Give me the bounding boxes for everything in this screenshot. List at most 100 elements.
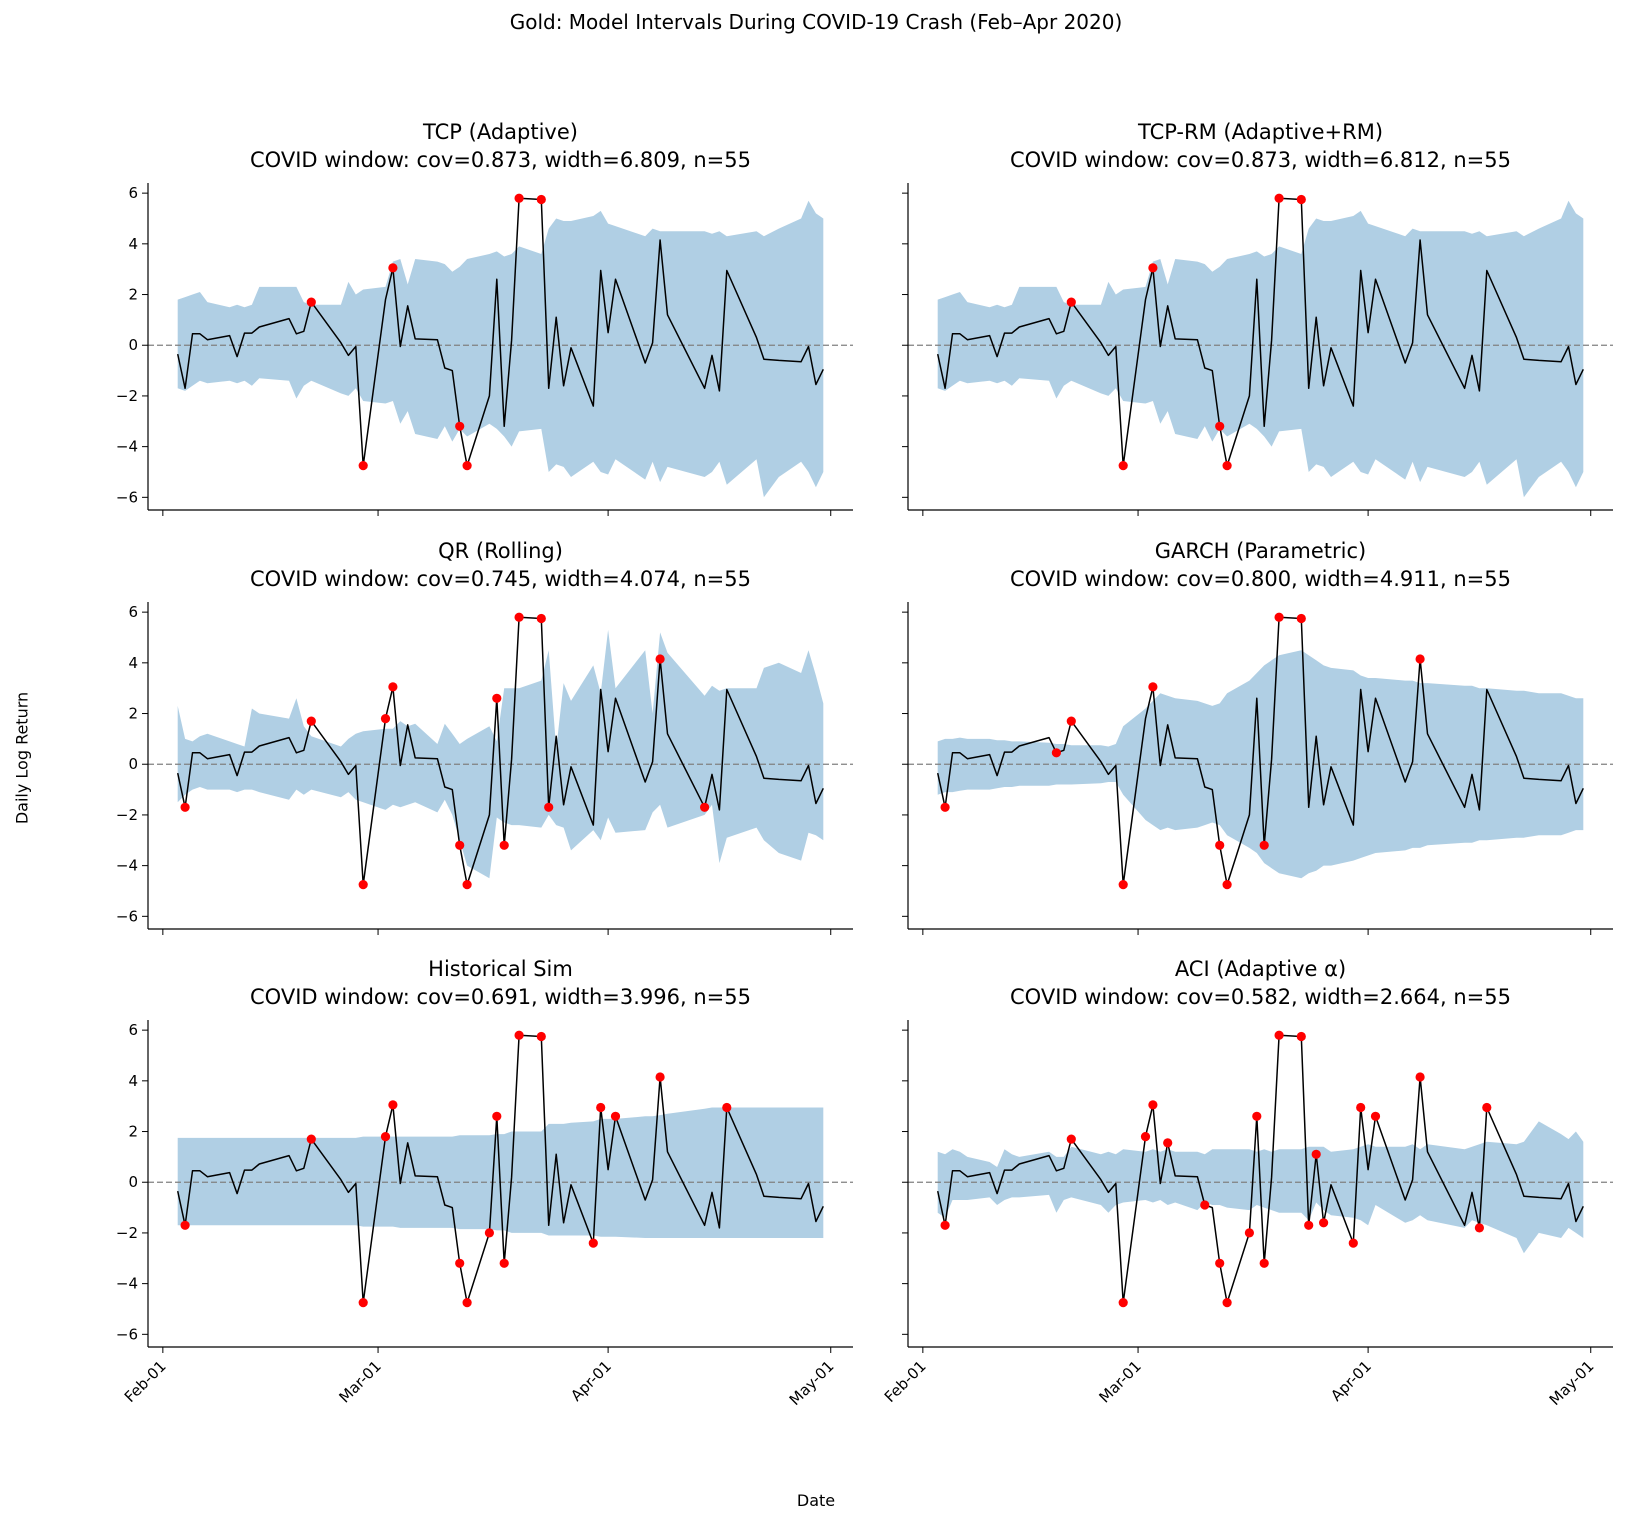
miss-point [180, 1220, 190, 1230]
x-tick-label: May-01 [1546, 1357, 1598, 1409]
x-tick-label: Mar-01 [1095, 1357, 1144, 1406]
miss-point [1066, 716, 1076, 726]
miss-point [455, 421, 465, 431]
miss-point [455, 1258, 465, 1268]
x-tick-label: Apr-01 [567, 1357, 615, 1405]
miss-point [388, 682, 398, 692]
miss-point [388, 1100, 398, 1110]
y-tick-label: −4 [116, 1275, 138, 1293]
miss-point [940, 802, 950, 812]
miss-point [514, 193, 524, 203]
x-tick-label: Mar-01 [335, 1357, 384, 1406]
miss-point [1319, 1218, 1329, 1228]
miss-point [1415, 654, 1425, 664]
y-tick-label: 4 [128, 1072, 138, 1090]
miss-point [180, 802, 190, 812]
panel-6: Feb-01 Mar-01 Apr-01 May-01 ACI (Adaptive α)… [881, 957, 1613, 1409]
miss-point [380, 1132, 391, 1142]
miss-point [1215, 1258, 1225, 1268]
miss-point [655, 654, 665, 664]
panel-subtitle: COVID window: cov=0.873, width=6.809, n=… [250, 148, 751, 172]
panel-subtitle: COVID window: cov=0.582, width=2.664, n=… [1010, 985, 1511, 1009]
panel-title: QR (Rolling) [438, 539, 563, 563]
miss-point [462, 461, 472, 471]
miss-point [940, 1220, 950, 1230]
miss-point [1252, 1111, 1262, 1121]
x-axis-label: Date [796, 1491, 836, 1510]
panel-1: −6 −4 −2 0 2 4 6 TCP (Adaptive) COVID window: co… [116, 120, 853, 516]
y-tick-label: −2 [116, 1224, 138, 1242]
miss-point [358, 880, 368, 890]
miss-point [1222, 461, 1232, 471]
miss-point [1222, 1298, 1232, 1308]
miss-point [1215, 421, 1225, 431]
miss-point [380, 714, 391, 724]
miss-point [1118, 461, 1128, 471]
return-line [176, 197, 824, 467]
x-tick-label: Feb-01 [881, 1357, 930, 1406]
y-tick-label: 0 [128, 336, 138, 354]
miss-point [462, 1298, 472, 1308]
miss-point [388, 263, 398, 273]
miss-point [1474, 1223, 1484, 1233]
miss-point [1274, 193, 1284, 203]
miss-point [1148, 263, 1158, 273]
miss-point [1148, 1100, 1158, 1110]
y-tick-label: −6 [116, 488, 138, 506]
miss-point [358, 461, 368, 471]
miss-point [1356, 1102, 1366, 1113]
miss-point [1163, 1138, 1173, 1148]
panel-4: GARCH (Parametric) COVID window: cov=0.80… [902, 539, 1613, 935]
panel-title: GARCH (Parametric) [1155, 539, 1366, 563]
y-tick-label: 6 [128, 1021, 138, 1039]
miss-point [306, 297, 316, 307]
miss-point [306, 1134, 316, 1144]
miss-point [1415, 1072, 1425, 1082]
miss-point [492, 1111, 502, 1121]
y-tick-label: 6 [128, 603, 138, 621]
miss-point [610, 1111, 621, 1121]
miss-point [514, 612, 524, 622]
miss-point [499, 1258, 509, 1268]
panel-subtitle: COVID window: cov=0.691, width=3.996, n=… [250, 985, 751, 1009]
miss-point [1259, 840, 1269, 850]
miss-point [514, 1030, 524, 1040]
y-tick-label: 0 [128, 1173, 138, 1191]
miss-point [1311, 1149, 1321, 1159]
figure-title: Gold: Model Intervals During COVID-19 Cr… [509, 10, 1123, 34]
miss-point [588, 1238, 598, 1248]
miss-point [1215, 840, 1225, 850]
miss-point [1274, 612, 1284, 622]
miss-point [1066, 297, 1076, 307]
miss-point [462, 880, 472, 890]
miss-point [492, 693, 502, 703]
y-tick-label: −2 [116, 387, 138, 405]
miss-point [700, 802, 710, 812]
y-tick-label: −4 [116, 857, 138, 875]
miss-point [1200, 1200, 1210, 1210]
miss-point [536, 613, 546, 624]
y-tick-label: 2 [128, 286, 138, 304]
panel-subtitle: COVID window: cov=0.800, width=4.911, n=… [1010, 567, 1511, 591]
miss-point [1296, 194, 1306, 205]
y-tick-label: 4 [128, 654, 138, 672]
miss-point [306, 716, 316, 726]
return-line [936, 616, 1584, 886]
miss-point [1296, 1031, 1306, 1042]
miss-point [358, 1298, 368, 1308]
panel-title: TCP (Adaptive) [422, 120, 578, 144]
miss-point [1304, 1220, 1314, 1230]
miss-point [1066, 1134, 1076, 1144]
panel-title: ACI (Adaptive α) [1175, 957, 1346, 981]
interval-band [177, 1107, 824, 1238]
y-tick-label: 0 [128, 755, 138, 773]
x-tick-label: Feb-01 [121, 1357, 170, 1406]
panel-5: −6 −4 −2 0 2 4 6 Feb-01 Mar-01 Apr-01 May-01 Histor… [116, 957, 853, 1409]
y-tick-label: −4 [116, 438, 138, 456]
miss-point [1051, 748, 1061, 758]
panel-title: Historical Sim [428, 957, 573, 981]
y-tick-label: 4 [128, 235, 138, 253]
panel-title: TCP-RM (Adaptive+RM) [1137, 120, 1383, 144]
